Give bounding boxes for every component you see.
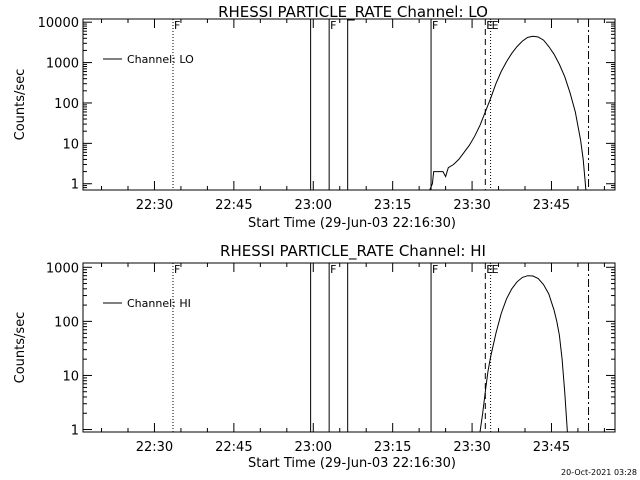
marker-flag-label: E bbox=[492, 19, 499, 32]
y-axis-label: Counts/sec bbox=[13, 69, 28, 141]
x-axis-label: Start Time (29-Jun-03 22:16:30) bbox=[248, 216, 456, 231]
plot-frame bbox=[82, 18, 616, 191]
y-tick-label: 10 bbox=[62, 369, 79, 384]
y-tick-label: 100 bbox=[54, 97, 79, 112]
y-tick-label: 1 bbox=[71, 178, 79, 193]
x-tick-label: 23:30 bbox=[453, 198, 490, 213]
marker-flag-label: E bbox=[492, 263, 499, 276]
y-tick-label: 10 bbox=[62, 137, 79, 152]
hi-channel-panel: RHESSI PARTICLE_RATE Channel: HI Start Ti… bbox=[13, 242, 616, 471]
marker-flag-label: F bbox=[330, 19, 336, 32]
x-tick-label: 22:45 bbox=[215, 440, 252, 455]
marker-flag-label: F bbox=[432, 263, 438, 276]
marker-flag-label: F bbox=[174, 19, 180, 32]
x-tick-label: 23:15 bbox=[374, 440, 411, 455]
footer-timestamp: 20-Oct-2021 03:28 bbox=[561, 468, 637, 477]
x-tick-label: 23:45 bbox=[533, 440, 570, 455]
data-series-line bbox=[429, 35, 587, 191]
x-tick-label: 22:45 bbox=[215, 198, 252, 213]
legend-entry: Channel: HI bbox=[127, 297, 191, 310]
marker-flag-label: F bbox=[432, 19, 438, 32]
data-series-line bbox=[479, 275, 568, 433]
x-tick-label: 23:00 bbox=[295, 440, 332, 455]
chart-title: RHESSI PARTICLE_RATE Channel: HI bbox=[220, 242, 486, 261]
marker-flag-label: E bbox=[486, 19, 493, 32]
marker-flag-label: F bbox=[330, 263, 336, 276]
marker-flag-label: F bbox=[174, 263, 180, 276]
y-tick-label: 1000 bbox=[46, 261, 79, 276]
legend-entry: Channel: LO bbox=[127, 53, 194, 66]
y-tick-label: 1 bbox=[71, 424, 79, 439]
y-tick-label: 10000 bbox=[38, 16, 79, 31]
y-tick-label: 1000 bbox=[46, 57, 79, 72]
x-tick-label: 22:30 bbox=[136, 198, 173, 213]
x-tick-label: 23:15 bbox=[374, 198, 411, 213]
marker-flag-label: E bbox=[486, 263, 493, 276]
chart-title: RHESSI PARTICLE_RATE Channel: LO bbox=[218, 3, 488, 22]
x-tick-label: 23:30 bbox=[453, 440, 490, 455]
x-tick-label: 22:30 bbox=[136, 440, 173, 455]
plot-frame bbox=[82, 262, 616, 433]
lo-channel-panel: RHESSI PARTICLE_RATE Channel: LO Start Ti… bbox=[13, 3, 616, 231]
x-axis-label: Start Time (29-Jun-03 22:16:30) bbox=[248, 456, 456, 471]
y-tick-label: 100 bbox=[54, 315, 79, 330]
x-tick-label: 23:00 bbox=[295, 198, 332, 213]
y-axis-label: Counts/sec bbox=[13, 312, 28, 384]
x-tick-label: 23:45 bbox=[533, 198, 570, 213]
